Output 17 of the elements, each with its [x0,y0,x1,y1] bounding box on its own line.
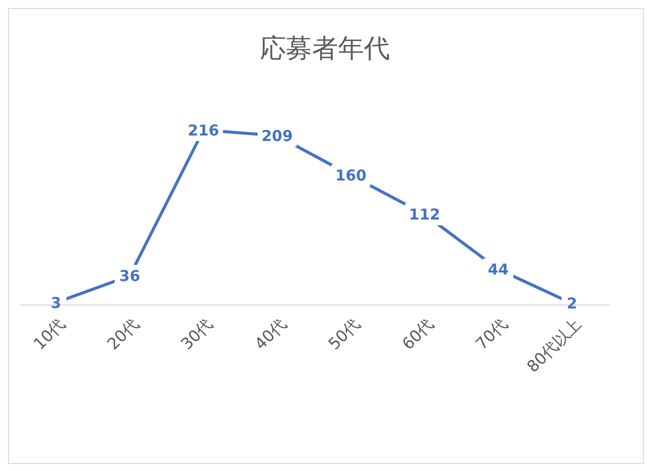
data-label: 36 [119,267,140,286]
x-tick-label: 80代以上 [523,314,585,376]
data-label: 112 [408,206,440,224]
chart-title: 応募者年代 [260,34,390,64]
data-label: 44 [488,260,509,279]
data-label: 160 [335,166,367,185]
x-tick-label: 70代 [472,314,512,354]
x-tick-label: 20代 [103,314,143,354]
data-label: 216 [188,121,220,140]
x-tick-label: 30代 [177,314,216,354]
x-tick-label: 10代 [30,314,69,354]
x-tick-label: 60代 [398,314,438,354]
data-label: 2 [566,294,578,313]
data-label: 209 [261,126,293,145]
x-tick-label: 40代 [250,314,290,354]
data-label: 3 [50,294,62,312]
x-tick-label: 50代 [324,314,364,354]
